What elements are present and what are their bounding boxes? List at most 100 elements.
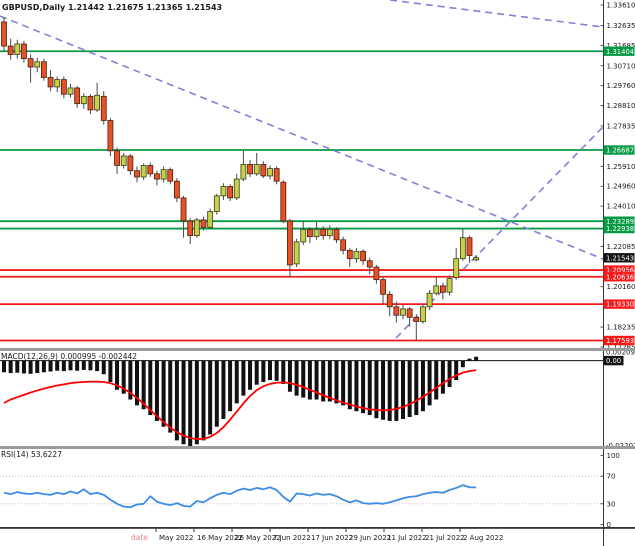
rsi-indicator-panel[interactable] [0, 475, 603, 509]
bull-candle [80, 95, 87, 105]
macd-histogram-bar [467, 358, 472, 361]
macd-histogram-bar [341, 360, 346, 406]
macd-histogram-bar [101, 360, 106, 375]
macd-signal-line [3, 369, 477, 441]
bear-candle [306, 228, 313, 238]
price-tick-label: 1.33610 [607, 2, 635, 10]
time-tick-label: 7 Jun 2022 [273, 534, 311, 542]
bear-candle [413, 316, 420, 322]
macd-min-label: -0.022076 [606, 442, 635, 450]
macd-max-label: 0.002094 [606, 348, 635, 356]
macd-histogram-bar [234, 360, 239, 404]
macd-histogram-bar [301, 360, 306, 398]
macd-histogram-bar [274, 360, 279, 381]
bear-candle [439, 285, 446, 293]
bear-candle [180, 197, 187, 222]
macd-histogram-bar [414, 360, 419, 416]
bull-candle [233, 178, 240, 199]
macd-histogram-bar [248, 360, 253, 390]
panel-dividers[interactable] [0, 348, 635, 449]
bear-candle [47, 77, 54, 88]
price-level-badge [603, 145, 635, 155]
macd-histogram-bar [314, 360, 319, 400]
bull-candle [326, 228, 333, 237]
price-tick-label: 1.30710 [607, 62, 635, 70]
price-level-badge [603, 216, 635, 226]
bear-candle [107, 120, 114, 152]
bear-candle [60, 79, 67, 95]
macd-histogram-bar [394, 360, 399, 421]
bear-candle [320, 228, 327, 237]
descending-trendline-upper[interactable] [389, 0, 604, 28]
time-tick-label: 17 Jun 2022 [311, 534, 353, 542]
svg-text:1.20956: 1.20956 [606, 267, 634, 275]
macd-histogram-bar [407, 360, 412, 418]
price-tick-label: 1.24010 [607, 203, 635, 211]
bull-candle [400, 308, 406, 316]
bull-candle [267, 168, 273, 177]
bear-candle [273, 168, 280, 182]
bear-candle [393, 306, 400, 316]
macd-histogram-bar [88, 360, 93, 371]
price-level-badge [603, 272, 635, 282]
price-level-badge [603, 223, 635, 234]
price-level-badge [603, 335, 635, 346]
panel-resize-divider[interactable] [0, 446, 635, 449]
macd-histogram-bar [201, 360, 206, 441]
macd-histogram-bar [68, 360, 73, 371]
svg-text:1.19330: 1.19330 [606, 301, 634, 309]
descending-trendline-main[interactable] [0, 15, 604, 260]
bear-candle [41, 61, 47, 78]
macd-histogram-bar [135, 360, 139, 406]
macd-histogram-bar [174, 360, 179, 441]
macd-histogram-bar [460, 360, 465, 368]
macd-histogram-bar [108, 360, 113, 383]
macd-histogram-bar [447, 360, 452, 388]
macd-histogram-bar [75, 360, 80, 371]
bull-candle [67, 87, 74, 95]
macd-histogram-bar [55, 360, 60, 371]
bull-candle [140, 165, 147, 178]
macd-histogram-bar [188, 360, 193, 447]
bull-candle [207, 211, 214, 228]
time-tick-label: 29 Jun 2022 [349, 534, 391, 542]
candles-layer[interactable] [1, 17, 480, 341]
macd-histogram-bar [401, 360, 405, 419]
price-axis[interactable]: 1.33610 1.32635 1.31685 1.30710 1.29760 1.288… [600, 2, 635, 529]
bear-candle [366, 260, 373, 268]
macd-histogram-bar [261, 360, 266, 383]
rsi-tick-label: 0 [607, 521, 611, 529]
bear-candle [346, 249, 353, 260]
bear-candle [1, 21, 7, 47]
bull-candle [213, 195, 220, 212]
price-tick-label: 1.24960 [607, 183, 635, 191]
bull-candle [120, 155, 127, 166]
macd-histogram-bar [334, 360, 339, 404]
price-tick-label: 1.18235 [607, 324, 635, 332]
macd-histogram-bar [367, 360, 372, 416]
bull-candle [160, 169, 167, 180]
time-tick-label: 2 Aug 2022 [463, 534, 503, 542]
macd-histogram-bar [347, 360, 352, 410]
panel-resize-divider[interactable] [0, 348, 635, 351]
bear-candle [154, 173, 160, 180]
bull-candle [473, 257, 480, 261]
macd-histogram-bar [354, 360, 359, 412]
macd-histogram-bar [221, 360, 226, 419]
rsi-label: RSI(14) 53.6227 [1, 450, 62, 459]
rsi-tick-label: 100 [607, 452, 620, 460]
macd-histogram-bar [427, 360, 432, 406]
macd-histogram-bar [268, 360, 272, 381]
bear-candle [7, 45, 14, 55]
bull-candle [353, 250, 360, 260]
bear-candle [287, 220, 293, 266]
macd-indicator-panel[interactable] [0, 356, 603, 447]
bear-candle [127, 155, 134, 172]
horizontal-level-lines[interactable] [0, 50, 603, 342]
bull-candle [54, 79, 61, 88]
time-tick-label: 21 Jul 2022 [425, 534, 465, 542]
macd-histogram-bar [387, 360, 392, 421]
